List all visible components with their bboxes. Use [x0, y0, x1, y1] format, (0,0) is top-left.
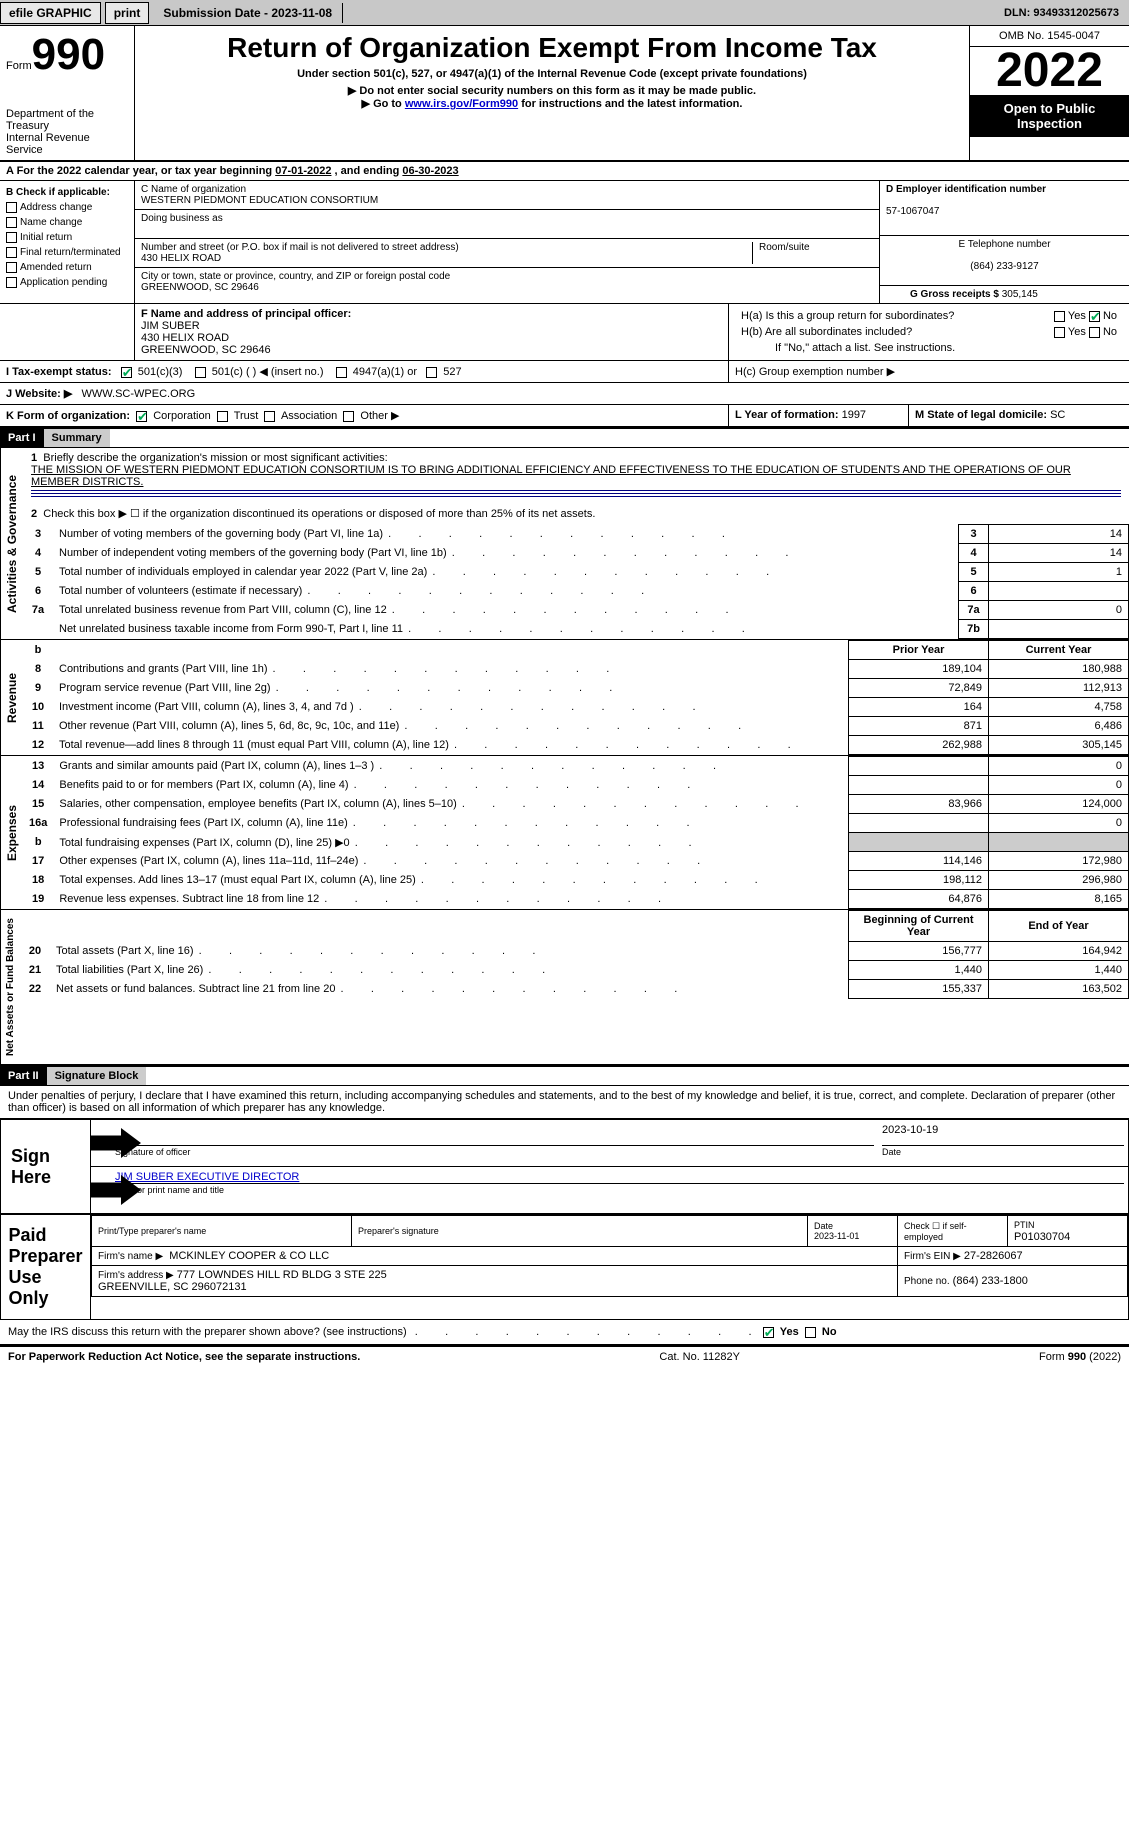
org-street: 430 HELIX ROAD	[141, 253, 221, 264]
dept-label: Department of the Treasury Internal Reve…	[6, 108, 128, 156]
section-d: D Employer identification number 57-1067…	[879, 181, 1129, 303]
org-city: GREENWOOD, SC 29646	[141, 282, 259, 293]
chk-address[interactable]	[6, 202, 17, 213]
declaration: Under penalties of perjury, I declare th…	[0, 1086, 1129, 1118]
form-subtitle: Under section 501(c), 527, or 4947(a)(1)…	[141, 68, 963, 80]
governance-table: 3Number of voting members of the governi…	[23, 524, 1129, 639]
tax-year: 2022	[970, 47, 1129, 95]
revenue-table: bPrior YearCurrent Year8Contributions an…	[23, 640, 1129, 755]
print-button[interactable]: print	[105, 2, 150, 24]
line-a: A For the 2022 calendar year, or tax yea…	[0, 162, 1129, 181]
note-2: ▶ Go to www.irs.gov/Form990 for instruct…	[141, 97, 963, 110]
form-title: Return of Organization Exempt From Incom…	[141, 32, 963, 64]
section-j: J Website: ▶ WWW.SC-WPEC.ORG	[0, 383, 1129, 405]
part-1-header: Part ISummary	[0, 428, 1129, 448]
section-c: C Name of organization WESTERN PIEDMONT …	[135, 181, 879, 303]
paid-preparer-block: Paid Preparer Use Only Print/Type prepar…	[0, 1214, 1129, 1320]
open-to-public: Open to Public Inspection	[970, 95, 1129, 137]
officer-name-link[interactable]: JIM SUBER EXECUTIVE DIRECTOR	[115, 1171, 299, 1183]
section-klm: K Form of organization: Corporation Trus…	[0, 405, 1129, 428]
gross-receipts: 305,145	[1002, 289, 1038, 300]
section-bcd: B Check if applicable: Address change Na…	[0, 181, 1129, 304]
footer: For Paperwork Reduction Act Notice, see …	[0, 1346, 1129, 1367]
chk-final[interactable]	[6, 247, 17, 258]
form-header: Form990 Department of the Treasury Inter…	[0, 26, 1129, 162]
part-1-rev: Revenue bPrior YearCurrent Year8Contribu…	[0, 640, 1129, 756]
chk-initial[interactable]	[6, 232, 17, 243]
discuss-row: May the IRS discuss this return with the…	[0, 1320, 1129, 1346]
top-bar: efile GRAPHIC print Submission Date - 20…	[0, 0, 1129, 26]
website: WWW.SC-WPEC.ORG	[82, 388, 196, 400]
efile-button[interactable]: efile GRAPHIC	[0, 2, 101, 24]
mission-text: THE MISSION OF WESTERN PIEDMONT EDUCATIO…	[31, 464, 1071, 488]
sign-here-block: Sign Here Signature of officer 2023-10-1…	[0, 1118, 1129, 1214]
expenses-table: 13Grants and similar amounts paid (Part …	[23, 756, 1129, 909]
part-2-header: Part IISignature Block	[0, 1066, 1129, 1086]
dln: DLN: 93493312025673	[1004, 7, 1129, 19]
part-1-exp: Expenses 13Grants and similar amounts pa…	[0, 756, 1129, 910]
part-1-gov: Activities & Governance 1 Briefly descri…	[0, 448, 1129, 640]
ein: 57-1067047	[886, 206, 939, 217]
form-number: Form990	[6, 30, 128, 80]
chk-pending[interactable]	[6, 277, 17, 288]
irs-link[interactable]: www.irs.gov/Form990	[405, 98, 518, 110]
section-fh: F Name and address of principal officer:…	[0, 304, 1129, 361]
org-name: WESTERN PIEDMONT EDUCATION CONSORTIUM	[141, 195, 378, 206]
chk-name[interactable]	[6, 217, 17, 228]
net-assets-table: Beginning of Current YearEnd of Year20To…	[20, 910, 1129, 999]
chk-amended[interactable]	[6, 262, 17, 273]
submission-date: Submission Date - 2023-11-08	[153, 3, 343, 23]
part-1-net: Net Assets or Fund Balances Beginning of…	[0, 910, 1129, 1066]
telephone: (864) 233-9127	[970, 261, 1038, 272]
section-b: B Check if applicable: Address change Na…	[0, 181, 135, 303]
note-1: ▶ Do not enter social security numbers o…	[141, 84, 963, 97]
section-i: I Tax-exempt status: 501(c)(3) 501(c) ( …	[0, 361, 1129, 383]
